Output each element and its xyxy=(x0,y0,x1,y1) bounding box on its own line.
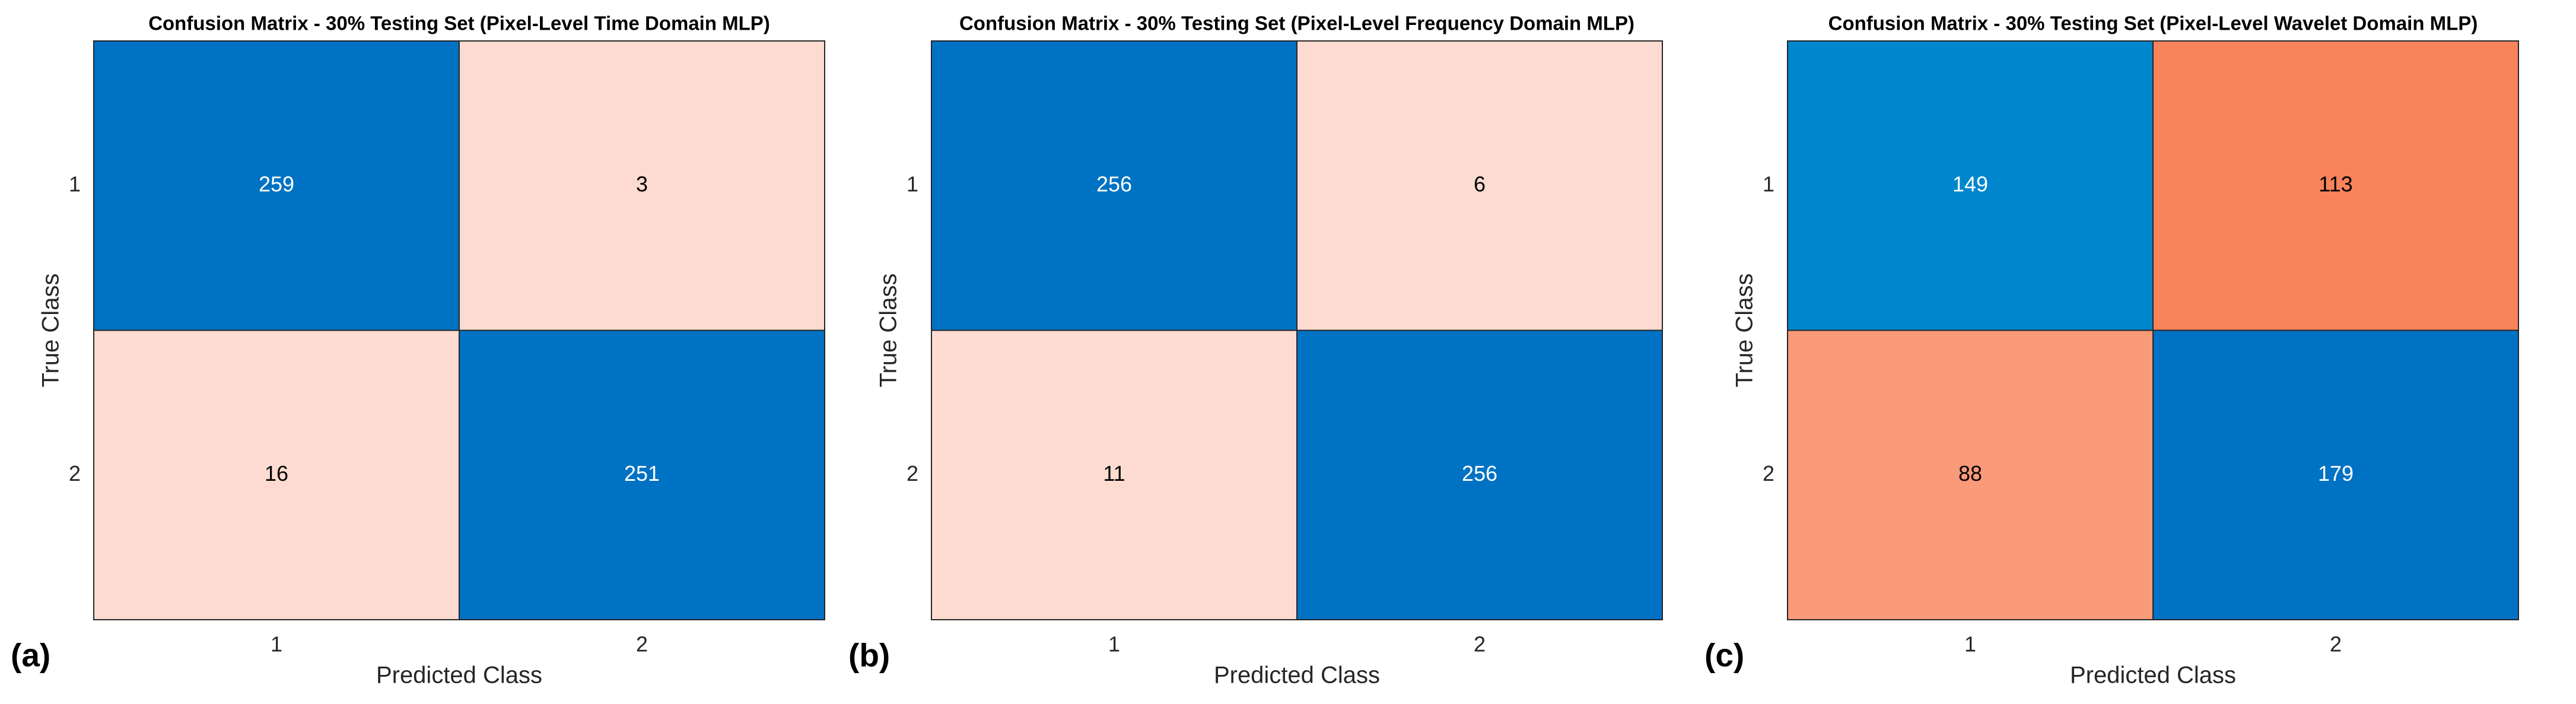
chart-title: Confusion Matrix - 30% Testing Set (Pixe… xyxy=(959,12,1634,34)
panel-label: (c) xyxy=(1704,637,1744,674)
y-tick-label: 2 xyxy=(907,461,918,486)
plot-frame xyxy=(93,40,825,620)
y-axis-label: True Class xyxy=(876,274,902,388)
x-axis-label: Predicted Class xyxy=(1214,662,1380,689)
chart-title: Confusion Matrix - 30% Testing Set (Pixe… xyxy=(1828,12,2478,34)
cell-value: 149 xyxy=(1952,172,1988,196)
x-tick-label: 1 xyxy=(1964,632,1976,657)
x-axis-label: Predicted Class xyxy=(2070,662,2236,689)
chart-title: Confusion Matrix - 30% Testing Set (Pixe… xyxy=(148,12,770,34)
cell-value: 113 xyxy=(2319,172,2352,196)
y-tick-label: 2 xyxy=(69,461,81,486)
panel-label: (a) xyxy=(11,637,50,674)
heatmap-cell xyxy=(1787,329,2154,620)
x-tick-label: 1 xyxy=(1108,632,1120,657)
heatmap-cell xyxy=(1296,329,1663,620)
cell-value: 6 xyxy=(1474,172,1486,196)
heatmap-cell xyxy=(931,329,1297,620)
x-tick-label: 2 xyxy=(2330,632,2342,657)
y-tick-label: 1 xyxy=(907,172,918,196)
cell-value: 251 xyxy=(624,461,660,486)
heatmap-cell xyxy=(459,40,825,331)
cell-value: 16 xyxy=(265,461,288,486)
panel-label: (b) xyxy=(848,637,890,674)
cell-value: 259 xyxy=(259,172,294,196)
x-axis-label: Predicted Class xyxy=(376,662,542,689)
cell-value: 88 xyxy=(1958,461,1982,486)
heatmap-cell xyxy=(2152,40,2519,331)
heatmap-cell xyxy=(459,329,825,620)
y-tick-label: 2 xyxy=(1763,461,1774,486)
heatmap-cell xyxy=(1787,40,2154,331)
y-axis-label: True Class xyxy=(38,274,64,388)
plot-frame xyxy=(931,40,1663,620)
plot-frame xyxy=(1787,40,2519,620)
x-tick-label: 1 xyxy=(271,632,282,657)
cell-value: 256 xyxy=(1462,461,1497,486)
y-tick-label: 1 xyxy=(1763,172,1774,196)
x-tick-label: 2 xyxy=(1474,632,1486,657)
heatmap-cell xyxy=(2152,329,2519,620)
x-tick-label: 2 xyxy=(636,632,648,657)
y-axis-label: True Class xyxy=(1732,274,1758,388)
heatmap-cell xyxy=(93,40,460,331)
heatmap-cell xyxy=(93,329,460,620)
cell-value: 179 xyxy=(2318,461,2354,486)
cell-value: 3 xyxy=(636,172,648,196)
cell-value: 256 xyxy=(1096,172,1132,196)
heatmap-cell xyxy=(1296,40,1663,331)
cell-value: 11 xyxy=(1103,461,1125,486)
y-tick-label: 1 xyxy=(69,172,81,196)
